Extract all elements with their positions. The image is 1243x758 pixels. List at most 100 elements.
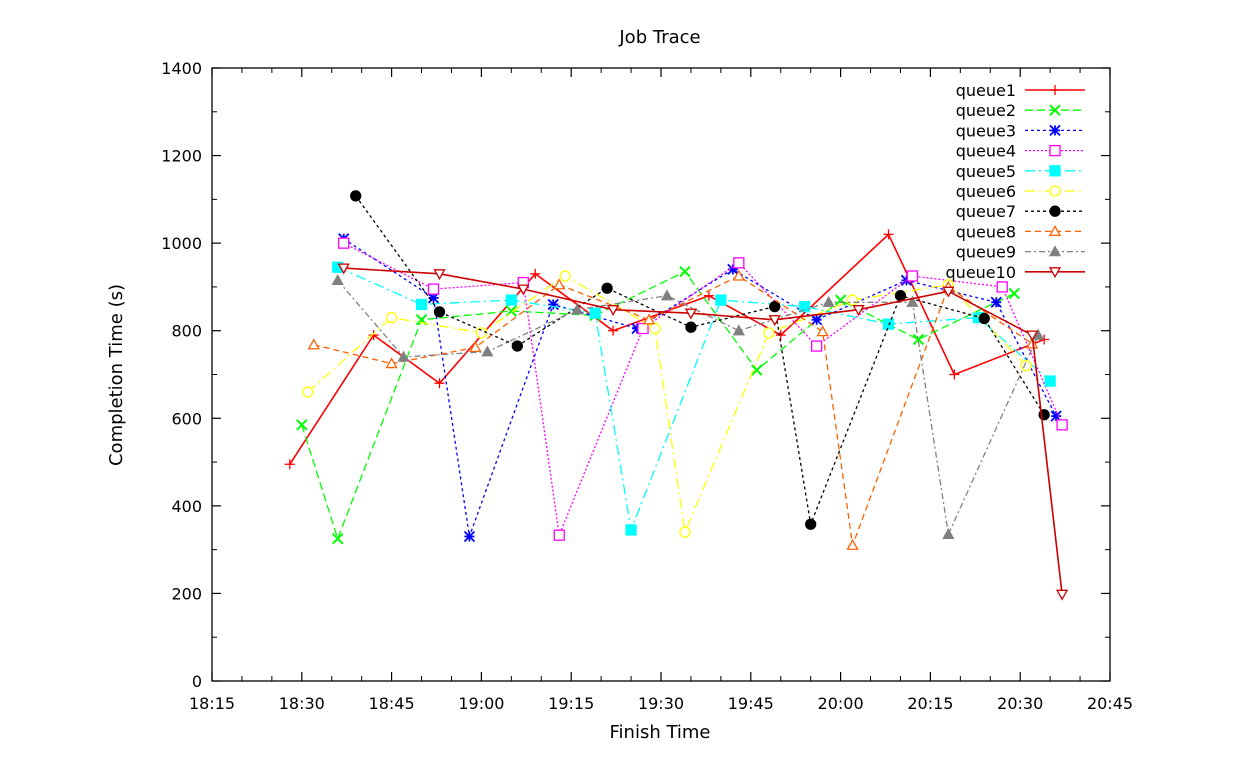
legend-item-queue4: queue4	[956, 142, 1085, 161]
data-point-queue7	[350, 190, 362, 202]
data-point-queue9	[571, 303, 584, 315]
data-point-queue3	[547, 298, 559, 311]
y-tick-label: 600	[171, 409, 202, 428]
legend-marker-queue6	[1049, 185, 1061, 197]
series-line-queue1	[289, 233, 1045, 465]
x-tick-label: 20:00	[818, 694, 864, 713]
data-point-queue4	[338, 237, 350, 249]
data-point-queue6	[559, 270, 571, 282]
data-point-queue5	[589, 307, 601, 319]
data-point-queue7	[601, 282, 613, 294]
data-point-queue8	[846, 538, 859, 550]
data-point-queue6	[1020, 360, 1032, 372]
y-tick-label: 800	[171, 322, 202, 341]
x-tick-label: 20:30	[997, 694, 1043, 713]
data-point-queue2	[296, 419, 308, 431]
data-point-queue2	[1008, 287, 1020, 300]
data-point-queue10	[433, 269, 446, 281]
data-point-queue1	[949, 369, 960, 380]
data-point-queue8	[385, 357, 398, 369]
data-point-queue4	[427, 283, 440, 295]
data-point-queue8	[553, 278, 566, 290]
legend-item-queue7: queue7	[956, 202, 1085, 221]
legend-item-queue1: queue1	[956, 81, 1085, 100]
legend-label: queue5	[956, 162, 1016, 181]
legend-label: queue3	[956, 121, 1016, 140]
data-point-queue6	[763, 327, 775, 339]
series-line-queue10	[343, 267, 1063, 595]
legend-marker-queue10	[1048, 267, 1062, 279]
data-point-queue8	[642, 313, 656, 325]
legend-marker-queue8	[1048, 225, 1062, 237]
data-point-queue10	[1056, 589, 1069, 601]
series-queue9	[331, 274, 1045, 539]
series-line-queue6	[307, 275, 1027, 535]
x-tick-label: 18:30	[279, 694, 325, 713]
data-point-queue2	[751, 364, 763, 376]
data-point-queue1	[883, 229, 894, 240]
data-point-queue4	[811, 340, 823, 352]
series-layer	[284, 190, 1069, 601]
y-tick-label: 400	[171, 497, 202, 516]
data-point-queue4	[1056, 419, 1068, 431]
series-queue4	[338, 237, 1068, 541]
x-tick-label: 19:15	[548, 694, 594, 713]
y-tick-label: 1400	[161, 59, 202, 78]
data-point-queue10	[684, 308, 698, 320]
data-point-queue8	[816, 325, 829, 337]
series-line-queue5	[337, 266, 1051, 533]
legend-label: queue4	[956, 142, 1016, 161]
series-line-queue9	[337, 279, 1039, 537]
data-point-queue6	[649, 322, 661, 335]
data-point-queue2	[332, 532, 344, 545]
data-point-queue4	[996, 281, 1008, 293]
legend-item-queue8: queue8	[956, 222, 1085, 241]
data-point-queue1	[775, 330, 786, 341]
series-queue2	[296, 265, 1020, 545]
legend-item-queue10: queue10	[946, 263, 1085, 282]
legend-item-queue3: queue3	[956, 121, 1085, 140]
data-point-queue4	[906, 270, 919, 282]
data-point-queue8	[732, 269, 745, 281]
y-tick-label: 200	[171, 584, 202, 603]
data-point-queue5	[415, 298, 428, 311]
legend-label: queue10	[946, 263, 1016, 282]
data-point-queue4	[733, 257, 745, 269]
legend-marker-queue3	[1049, 124, 1061, 137]
data-point-queue8	[469, 341, 482, 353]
y-axis: 0 200 400 600 800 1000 1200 1400	[161, 59, 1110, 691]
data-point-queue9	[822, 295, 835, 307]
data-point-queue10	[1026, 330, 1039, 342]
legend-label: queue6	[956, 182, 1016, 201]
data-point-queue10	[517, 284, 530, 296]
y-tick-label: 0	[192, 672, 202, 691]
data-point-queue9	[942, 527, 955, 539]
data-point-queue5	[625, 524, 637, 536]
chart-title: Job Trace	[618, 27, 700, 48]
series-line-queue4	[343, 242, 1063, 538]
data-point-queue4	[553, 529, 565, 541]
data-point-queue3	[990, 296, 1002, 308]
legend-marker-queue5	[1049, 165, 1061, 177]
data-point-queue7	[805, 518, 817, 530]
data-point-queue5	[715, 294, 727, 306]
x-tick-label: 18:15	[189, 694, 235, 713]
y-tick-label: 1000	[161, 234, 202, 253]
data-point-queue3	[811, 314, 823, 326]
legend-item-queue6: queue6	[956, 182, 1085, 201]
data-point-queue4	[637, 322, 649, 335]
x-axis-title: Finish Time	[609, 722, 710, 743]
data-point-queue1	[434, 378, 445, 389]
data-point-queue9	[397, 350, 410, 362]
legend-label: queue2	[956, 101, 1016, 120]
x-tick-label: 20:45	[1087, 694, 1133, 713]
data-point-queue7	[433, 306, 446, 318]
data-point-queue5	[882, 318, 895, 330]
series-line-queue8	[313, 275, 1033, 546]
data-point-queue7	[685, 321, 697, 333]
data-point-queue10	[607, 305, 620, 317]
data-point-queue7	[978, 312, 990, 325]
series-queue7	[350, 190, 1050, 530]
data-point-queue5	[799, 300, 811, 313]
x-tick-label: 20:15	[907, 694, 953, 713]
